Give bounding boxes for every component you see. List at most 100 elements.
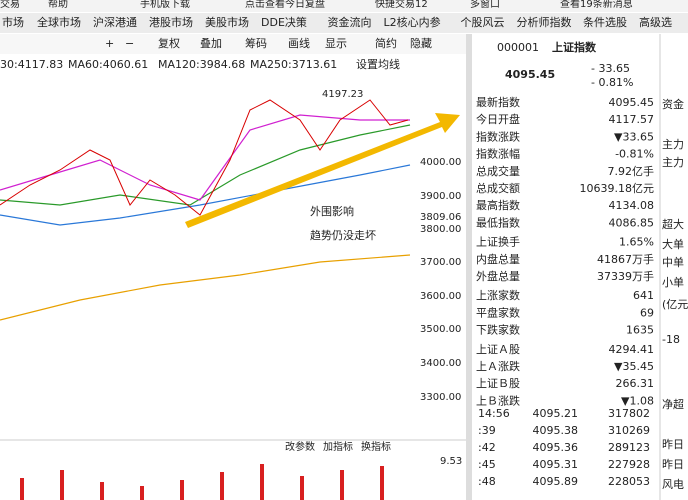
row-label: 上证换手 xyxy=(476,235,520,249)
tool-button[interactable]: − xyxy=(125,37,134,50)
side-label: 主力 xyxy=(662,156,684,169)
side-label: 资金 xyxy=(662,97,684,111)
row-value: 7.92亿手 xyxy=(608,164,655,178)
y-axis-label: 4000.00 xyxy=(420,157,461,168)
tab[interactable]: L2核心内参 xyxy=(384,15,441,29)
tab[interactable]: 沪深港通 xyxy=(93,15,137,29)
tool-button[interactable]: 隐藏 xyxy=(410,37,432,50)
side-label: 超大 xyxy=(662,217,684,231)
y-axis-label: 3600.00 xyxy=(420,291,461,302)
ma-legend: 30:4117.83 xyxy=(0,58,63,71)
tab[interactable]: 美股市场 xyxy=(205,15,249,29)
row-label: 总成交额 xyxy=(476,181,520,195)
row-label: 最新指数 xyxy=(476,95,520,109)
tick-volume: 317802 xyxy=(608,407,650,420)
price: 4095.45 xyxy=(505,68,555,81)
tick-price: 4095.21 xyxy=(533,407,579,420)
side-label: 净超 xyxy=(662,397,684,411)
row-value: 641 xyxy=(633,289,654,302)
side-label: 风电 xyxy=(662,478,684,491)
menu-item[interactable]: 点击查看今日复盘 xyxy=(245,0,325,10)
tick-time: :42 xyxy=(478,441,496,454)
row-value: 37339万手 xyxy=(597,269,654,283)
volume-label: 9.53 xyxy=(440,456,462,467)
row-value: 4294.41 xyxy=(609,343,655,356)
row-label: 指数涨跌 xyxy=(476,129,520,143)
tool-button[interactable]: 画线 xyxy=(288,36,310,50)
toolbar xyxy=(0,34,468,54)
row-value: 69 xyxy=(640,306,654,319)
tool-button[interactable]: + xyxy=(105,37,114,50)
tool-button[interactable]: 筹码 xyxy=(245,36,267,50)
indicator-button[interactable]: 改参数 xyxy=(285,440,315,453)
row-label: 内盘总量 xyxy=(476,252,520,266)
side-label: 昨日 xyxy=(662,458,684,471)
row-value: ▼35.45 xyxy=(614,360,654,373)
tool-button[interactable]: 复权 xyxy=(158,36,180,50)
y-axis-label: 3900.00 xyxy=(420,191,461,202)
y-axis-label: 3400.00 xyxy=(420,358,461,369)
side-label: 中单 xyxy=(662,256,684,269)
tick-time: :45 xyxy=(478,458,496,471)
row-value: ▼1.08 xyxy=(621,394,654,407)
tab[interactable]: 分析师指数 xyxy=(517,15,572,29)
row-value: 1.65% xyxy=(619,236,654,249)
row-value: 1635 xyxy=(626,324,654,337)
menu-item[interactable]: 多窗口 xyxy=(470,0,500,10)
ma-legend: MA120:3984.68 xyxy=(158,58,245,71)
menu-item[interactable]: 帮助 xyxy=(48,0,68,10)
menu-item[interactable]: 查看19条新消息 xyxy=(560,0,633,10)
row-label: 上Ａ涨跌 xyxy=(476,359,520,373)
stock-name: 上证指数 xyxy=(552,40,597,54)
menu-bar xyxy=(0,0,688,12)
row-label: 上涨家数 xyxy=(476,288,520,302)
tool-button[interactable]: 简约 xyxy=(375,36,397,50)
change: - 33.65 xyxy=(591,62,630,75)
tick-time: :48 xyxy=(478,475,496,488)
row-value: 266.31 xyxy=(616,377,655,390)
tab[interactable]: 港股市场 xyxy=(149,15,193,29)
tool-button[interactable]: 叠加 xyxy=(200,37,222,50)
trend-arrow xyxy=(185,113,460,228)
side-label: 昨日 xyxy=(662,438,684,451)
row-value: 41867万手 xyxy=(597,252,654,266)
row-value: 4134.08 xyxy=(609,199,655,212)
ma-legend: MA60:4060.61 xyxy=(68,58,148,71)
tick-price: 4095.89 xyxy=(533,475,579,488)
tab[interactable]: 高级选 xyxy=(639,15,672,29)
side-label: 小单 xyxy=(662,276,684,289)
side-label: -18 xyxy=(662,333,680,346)
y-axis-label: 3700.00 xyxy=(420,257,461,268)
ma-legend: MA250:3713.61 xyxy=(250,58,337,71)
tab[interactable]: DDE决策 xyxy=(261,15,307,29)
indicator-button[interactable]: 换指标 xyxy=(361,440,391,453)
indicator-button[interactable]: 加指标 xyxy=(323,440,353,453)
row-value: -0.81% xyxy=(615,148,654,161)
row-label: 指数涨幅 xyxy=(476,147,520,161)
menu-item[interactable]: 快捷交易12 xyxy=(375,0,428,10)
tick-volume: 289123 xyxy=(608,441,650,454)
tab-bar xyxy=(0,13,688,33)
volume xyxy=(20,464,384,500)
change-pct: - 0.81% xyxy=(591,76,633,89)
tab[interactable]: 条件选股 xyxy=(583,15,627,29)
tool-button[interactable]: 显示 xyxy=(325,37,347,50)
row-value: 10639.18亿元 xyxy=(580,182,655,195)
y-axis-label: 3500.00 xyxy=(420,324,461,335)
tab[interactable]: 全球市场 xyxy=(37,15,81,29)
tick-price: 4095.36 xyxy=(533,441,579,454)
row-value: 4117.57 xyxy=(609,113,655,126)
y-axis-label: 3809.06 xyxy=(420,212,461,223)
tab[interactable]: 个股风云 xyxy=(461,16,505,29)
tick-price: 4095.38 xyxy=(533,424,579,437)
tab[interactable]: 市场 xyxy=(2,15,24,29)
splitter[interactable] xyxy=(466,34,472,500)
row-value: 4086.85 xyxy=(609,216,655,229)
menu-item[interactable]: 手机版下载 xyxy=(140,0,190,10)
tab[interactable]: 资金流向 xyxy=(328,15,372,29)
row-label: 最低指数 xyxy=(476,215,520,229)
menu-item[interactable]: 交易 xyxy=(0,0,20,10)
tick-volume: 310269 xyxy=(608,424,650,437)
high-label: 4197.23 xyxy=(322,89,363,100)
